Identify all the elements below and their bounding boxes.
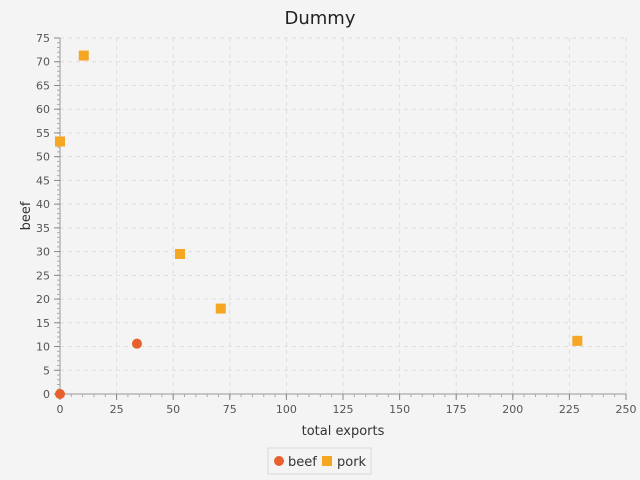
y-tick-label: 20 — [36, 293, 50, 306]
beef-point — [55, 389, 65, 399]
beef-point — [131, 338, 142, 349]
x-axis-label: total exports — [302, 424, 385, 439]
x-tick-label: 25 — [110, 403, 124, 416]
x-tick-label: 250 — [616, 403, 637, 416]
y-axis-ticks: 0 5 10 15 20 25 30 35 40 45 50 55 60 65 70 75 — [36, 32, 60, 401]
data-points — [55, 50, 583, 399]
x-axis-ticks: 0 25 50 75 100 125 150 175 200 225 250 — [57, 394, 637, 416]
legend-box — [267, 447, 372, 475]
pork-point — [78, 50, 89, 61]
y-tick-label: 5 — [43, 364, 50, 377]
x-tick-label: 75 — [223, 403, 237, 416]
y-tick-label: 75 — [36, 32, 50, 45]
legend-beef-label: beef — [288, 455, 317, 470]
y-tick-label: 45 — [36, 174, 50, 187]
y-tick-label: 65 — [36, 79, 50, 92]
y-tick-label: 30 — [36, 246, 50, 259]
y-tick-label: 15 — [36, 317, 50, 330]
x-tick-label: 225 — [559, 403, 580, 416]
y-tick-label: 0 — [43, 388, 50, 401]
chart-title: Dummy — [285, 8, 356, 29]
y-tick-label: 40 — [36, 198, 50, 211]
x-tick-label: 150 — [389, 403, 410, 416]
grid-lines — [60, 37, 627, 394]
y-tick-label: 25 — [36, 269, 50, 282]
y-tick-label: 50 — [36, 151, 50, 164]
y-tick-label: 35 — [36, 222, 50, 235]
y-tick-label: 70 — [36, 56, 50, 69]
x-tick-label: 50 — [166, 403, 180, 416]
y-axis-label: beef — [19, 201, 34, 230]
legend-beef-marker — [274, 456, 284, 466]
y-tick-label: 55 — [36, 127, 50, 140]
y-tick-label: 10 — [36, 341, 50, 354]
pork-point — [174, 248, 185, 259]
x-tick-label: 200 — [502, 403, 523, 416]
pork-point — [215, 303, 226, 314]
legend: beef pork — [267, 447, 372, 475]
y-tick-label: 60 — [36, 103, 50, 116]
x-tick-label: 100 — [276, 403, 297, 416]
x-tick-label: 175 — [446, 403, 467, 416]
legend-pork-marker — [322, 456, 332, 466]
pork-point — [572, 335, 583, 346]
x-tick-label: 0 — [57, 403, 64, 416]
pork-point — [55, 136, 65, 147]
x-tick-label: 125 — [333, 403, 354, 416]
legend-pork-label: pork — [337, 455, 367, 470]
